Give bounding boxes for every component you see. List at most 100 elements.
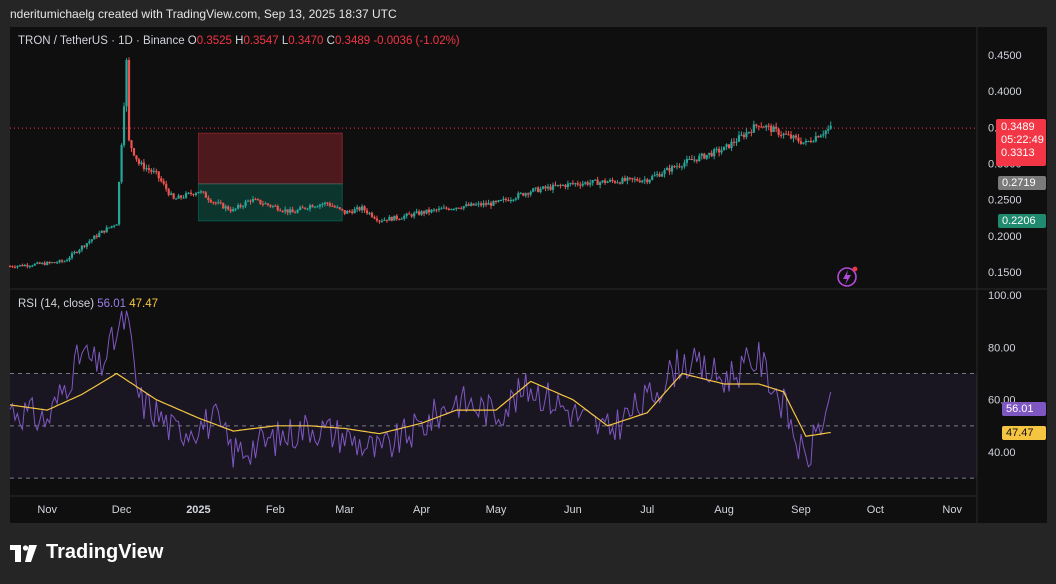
close-label: C [326,35,335,47]
candle-body [204,192,207,198]
candle-body [502,198,505,200]
candle-body [447,208,450,210]
candle-body [194,193,198,195]
high-value: 0.3547 [243,35,279,47]
candle-body [556,184,560,186]
candle-body [623,178,627,181]
candle-body [408,213,411,215]
candle-body [11,266,14,268]
candle-body [512,199,515,201]
candle-body [608,179,612,182]
candle-body [670,166,674,172]
candle-body [780,134,783,136]
candle-body [477,203,480,205]
candle-body [643,179,646,181]
candle-body [668,168,671,172]
candle-body [710,152,713,157]
rsi-value: 56.01 [97,298,127,310]
candle-body [33,263,36,266]
candle-body [770,125,773,133]
candle-body [142,162,145,169]
candle-body [824,130,827,135]
candle-body [757,125,760,127]
candle-body [418,211,421,215]
candle-body [110,225,113,228]
candle-body [360,206,364,211]
open-label: O [187,35,197,47]
candle-body [346,210,349,214]
candle-body [735,141,738,143]
candle-body [745,132,748,138]
candle-body [393,215,396,221]
candle-body [812,141,815,143]
candle-body [656,174,659,176]
candle-body [504,198,507,200]
candle-body [524,193,527,196]
candle-body [259,199,262,204]
candle-body [554,184,557,186]
candle-body [192,194,195,196]
time-tick-label: Nov [942,504,962,516]
candle-body [794,135,798,138]
candle-body [675,166,679,168]
candle-body [127,60,131,141]
candle-body [197,191,200,194]
candle-body [457,207,460,209]
candle-body [705,154,708,159]
candle-body [579,184,582,186]
change-value: -0.0036 (-1.02%) [373,35,460,47]
candle-body [348,210,351,212]
rsi-ma-value: 47.47 [129,298,159,310]
candle-body [296,209,299,213]
candle-body [284,209,287,212]
candle-body [782,133,785,136]
candle-body [784,133,788,135]
candle-body [43,262,46,265]
candle-body [410,214,413,217]
candle-body [241,206,245,208]
candle-body [460,208,463,210]
candle-body [301,207,304,209]
candle-body [420,211,423,215]
candle-body [140,162,143,164]
candle-body [482,203,485,206]
candle-body [467,204,470,206]
candle-body [229,209,232,212]
candle-body [212,202,215,204]
candle-body [497,200,500,202]
candle-body [130,140,133,149]
candle-body [708,152,711,155]
candle-body [589,182,592,185]
candle-body [435,209,438,211]
candle-body [281,211,284,213]
chart-frame [10,27,1047,523]
lightning-icon-dot [852,266,858,272]
time-tick-label: Dec [112,504,132,516]
candle-body [184,193,188,198]
candle-body [787,134,790,136]
candle-body [108,227,111,229]
candle-body [534,187,537,189]
rsi-badge: 56.01 [1002,402,1046,416]
candle-body [442,207,446,209]
candle-body [772,126,775,133]
candle-body [519,193,522,195]
rsi-label[interactable]: RSI (14, close) [18,298,95,310]
tradingview-logo[interactable]: TradingView [10,541,163,564]
box-top-badge: 0.2719 [998,176,1046,190]
candle-body [58,260,61,263]
candle-body [611,179,614,182]
symbol-label[interactable]: TRON / TetherUS · 1D · Binance [18,35,185,47]
candle-body [507,199,510,202]
candle-body [427,209,431,213]
lightning-alert-icon[interactable] [837,266,858,287]
candle-body [187,192,190,194]
candle-body [415,211,418,213]
candle-body [517,193,520,199]
candle-body [755,124,758,126]
candle-body [633,179,636,181]
candle-body [494,201,498,203]
candle-body [492,201,495,206]
candle-body [462,206,465,209]
